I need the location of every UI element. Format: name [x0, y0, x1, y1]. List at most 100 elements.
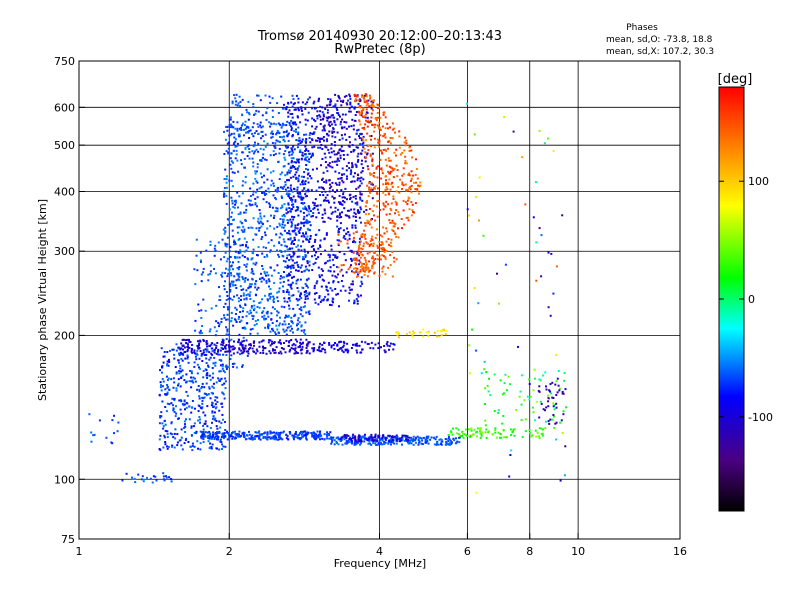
- data-point: [225, 126, 227, 128]
- data-point: [263, 140, 266, 143]
- data-point: [180, 357, 183, 360]
- data-point: [226, 313, 229, 316]
- data-point: [293, 130, 296, 133]
- data-point: [282, 187, 284, 190]
- data-point: [215, 381, 218, 384]
- data-point: [246, 278, 249, 281]
- data-point: [411, 203, 414, 206]
- data-point: [541, 434, 544, 437]
- data-point: [161, 378, 164, 380]
- data-point: [174, 428, 177, 431]
- data-point: [408, 331, 411, 334]
- data-point: [226, 306, 229, 309]
- data-point: [321, 178, 323, 181]
- data-point: [334, 123, 337, 126]
- data-point: [376, 200, 379, 203]
- data-point: [317, 98, 320, 101]
- data-point: [336, 215, 339, 218]
- data-point: [367, 442, 370, 445]
- data-point: [302, 218, 305, 221]
- data-point: [346, 351, 349, 354]
- data-point: [332, 264, 335, 267]
- data-point: [381, 152, 384, 155]
- data-point: [349, 141, 351, 144]
- data-point: [341, 179, 344, 182]
- data-point: [257, 125, 260, 128]
- data-point: [249, 187, 252, 190]
- data-point: [318, 296, 321, 299]
- data-point: [291, 94, 294, 97]
- data-point: [200, 280, 203, 283]
- data-point: [290, 153, 293, 156]
- data-point: [560, 419, 563, 422]
- data-point: [261, 298, 264, 301]
- data-point: [318, 345, 321, 348]
- data-point: [212, 406, 215, 408]
- data-point: [368, 181, 371, 183]
- data-point: [360, 221, 362, 224]
- data-point: [334, 160, 336, 163]
- data-point: [358, 216, 361, 219]
- data-point: [372, 204, 375, 207]
- data-point: [358, 259, 361, 262]
- data-point: [159, 416, 162, 419]
- data-point: [337, 231, 340, 234]
- data-point: [305, 351, 308, 354]
- data-point: [279, 173, 282, 176]
- data-point: [208, 434, 211, 437]
- data-point: [279, 123, 282, 126]
- data-point: [531, 434, 534, 437]
- data-point: [342, 274, 344, 277]
- data-point: [152, 475, 155, 478]
- data-point: [389, 159, 392, 162]
- data-point: [361, 112, 364, 115]
- data-point: [363, 267, 366, 270]
- data-point: [296, 352, 299, 354]
- data-point: [545, 406, 548, 409]
- data-point: [188, 418, 191, 421]
- data-point: [389, 188, 392, 191]
- data-point: [382, 204, 385, 207]
- data-point: [311, 146, 314, 149]
- data-point: [308, 158, 311, 161]
- data-point: [398, 146, 401, 149]
- data-point: [377, 125, 380, 128]
- data-point: [339, 123, 342, 126]
- data-point: [389, 342, 392, 345]
- data-point: [336, 239, 339, 242]
- data-point: [258, 306, 261, 309]
- data-point: [247, 144, 250, 147]
- data-point: [278, 324, 281, 327]
- data-point: [211, 410, 214, 413]
- data-point: [180, 370, 182, 373]
- data-point: [252, 315, 255, 318]
- data-point: [508, 475, 511, 478]
- data-point: [246, 263, 249, 266]
- data-point: [266, 436, 269, 439]
- data-point: [200, 387, 203, 390]
- data-point: [278, 287, 281, 290]
- data-point: [270, 312, 273, 315]
- data-point: [306, 344, 309, 347]
- data-point: [175, 349, 178, 352]
- data-point: [319, 105, 322, 108]
- data-point: [299, 432, 301, 435]
- data-point: [538, 378, 541, 381]
- data-point: [293, 438, 295, 441]
- data-point: [234, 256, 237, 259]
- data-point: [354, 99, 357, 102]
- data-point: [205, 382, 208, 385]
- data-point: [285, 291, 288, 293]
- data-point: [309, 210, 312, 213]
- data-point: [289, 197, 291, 200]
- data-point: [233, 362, 236, 365]
- data-point: [550, 392, 553, 395]
- data-point: [331, 258, 334, 261]
- data-point: [283, 224, 286, 227]
- data-point: [281, 285, 284, 288]
- data-point: [293, 236, 296, 239]
- data-point: [501, 422, 504, 425]
- data-point: [368, 188, 371, 191]
- data-point: [563, 372, 566, 374]
- data-point: [339, 202, 341, 205]
